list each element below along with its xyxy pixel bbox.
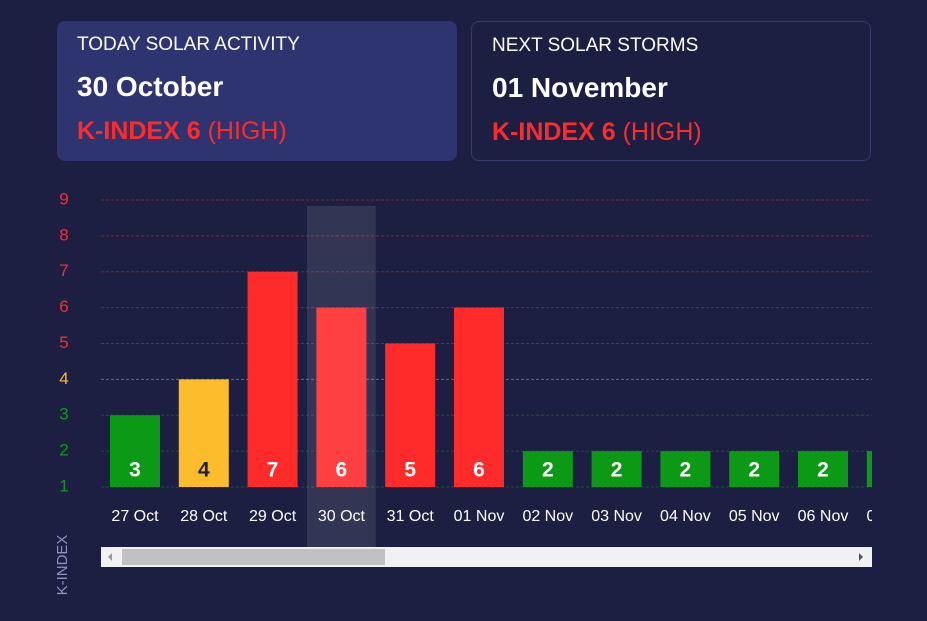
scrollbar-thumb[interactable] (122, 549, 385, 565)
value-label: 2 (748, 459, 760, 482)
y-tick-label: 6 (59, 297, 68, 316)
card-date: 30 October (77, 71, 224, 102)
value-label: 2 (680, 459, 692, 482)
x-tick-label: 06 Nov (798, 508, 849, 525)
scroll-right[interactable] (859, 553, 863, 561)
x-tick-label: 28 Oct (180, 508, 228, 525)
bar (385, 343, 436, 487)
x-tick-label: 04 Nov (660, 508, 711, 525)
bar (591, 451, 642, 487)
y-tick-label: 7 (59, 261, 68, 280)
x-tick-label: 30 Oct (318, 508, 366, 525)
bar (866, 451, 872, 487)
k-index: K-INDEX 6 (492, 118, 616, 146)
value-label: 3 (129, 459, 141, 482)
bar (798, 451, 848, 487)
bar (110, 415, 160, 487)
value-label: 2 (542, 459, 554, 482)
card-date: 01 November (492, 72, 668, 103)
highlight-column (307, 206, 376, 547)
card-label: NEXT SOLAR STORMS (492, 35, 699, 56)
today-card: TODAY SOLAR ACTIVITY 30 October K-INDEX … (57, 21, 457, 161)
y-tick-label: 3 (59, 405, 68, 424)
value-label: 6 (336, 459, 348, 482)
y-tick-label: 1 (59, 476, 68, 495)
value-label: 7 (267, 459, 279, 482)
bar (247, 271, 298, 487)
card-index: K-INDEX 6 (HIGH) (492, 118, 702, 147)
bar (316, 307, 367, 487)
x-tick-label: 31 Oct (387, 508, 435, 525)
bar (660, 451, 711, 487)
x-tick-label: 27 Oct (111, 508, 159, 525)
y-tick-label: 2 (59, 441, 68, 460)
value-label: 2 (817, 459, 829, 482)
bar (729, 451, 780, 487)
value-label: 2 (611, 459, 623, 482)
y-axis-title: K-INDEX (54, 535, 71, 596)
y-tick-label: 4 (59, 369, 68, 388)
value-label: 4 (198, 459, 210, 482)
card-label: TODAY SOLAR ACTIVITY (77, 34, 300, 55)
y-tick-label: 8 (59, 225, 68, 244)
card-index: K-INDEX 6 (HIGH) (77, 117, 287, 146)
value-label: 6 (473, 459, 485, 482)
x-tick-label: 07 Nov (866, 508, 917, 525)
bar (454, 307, 504, 487)
value-label: 5 (404, 459, 416, 482)
next-card: NEXT SOLAR STORMS 01 November K-INDEX 6 … (471, 21, 871, 161)
y-tick-label: 9 (59, 189, 68, 208)
x-tick-label: 05 Nov (729, 508, 780, 525)
bar (522, 451, 573, 487)
scroll-left[interactable] (108, 553, 112, 561)
x-tick-label: 29 Oct (249, 508, 297, 525)
y-tick-label: 5 (59, 333, 68, 352)
k-index: K-INDEX 6 (77, 117, 201, 145)
x-tick-label: 01 Nov (454, 508, 505, 525)
level: (HIGH) (622, 118, 702, 146)
value-label: 2 (886, 459, 898, 482)
x-tick-label: 03 Nov (591, 508, 642, 525)
x-tick-label: 02 Nov (522, 508, 573, 525)
bar (178, 379, 229, 487)
level: (HIGH) (207, 117, 287, 145)
